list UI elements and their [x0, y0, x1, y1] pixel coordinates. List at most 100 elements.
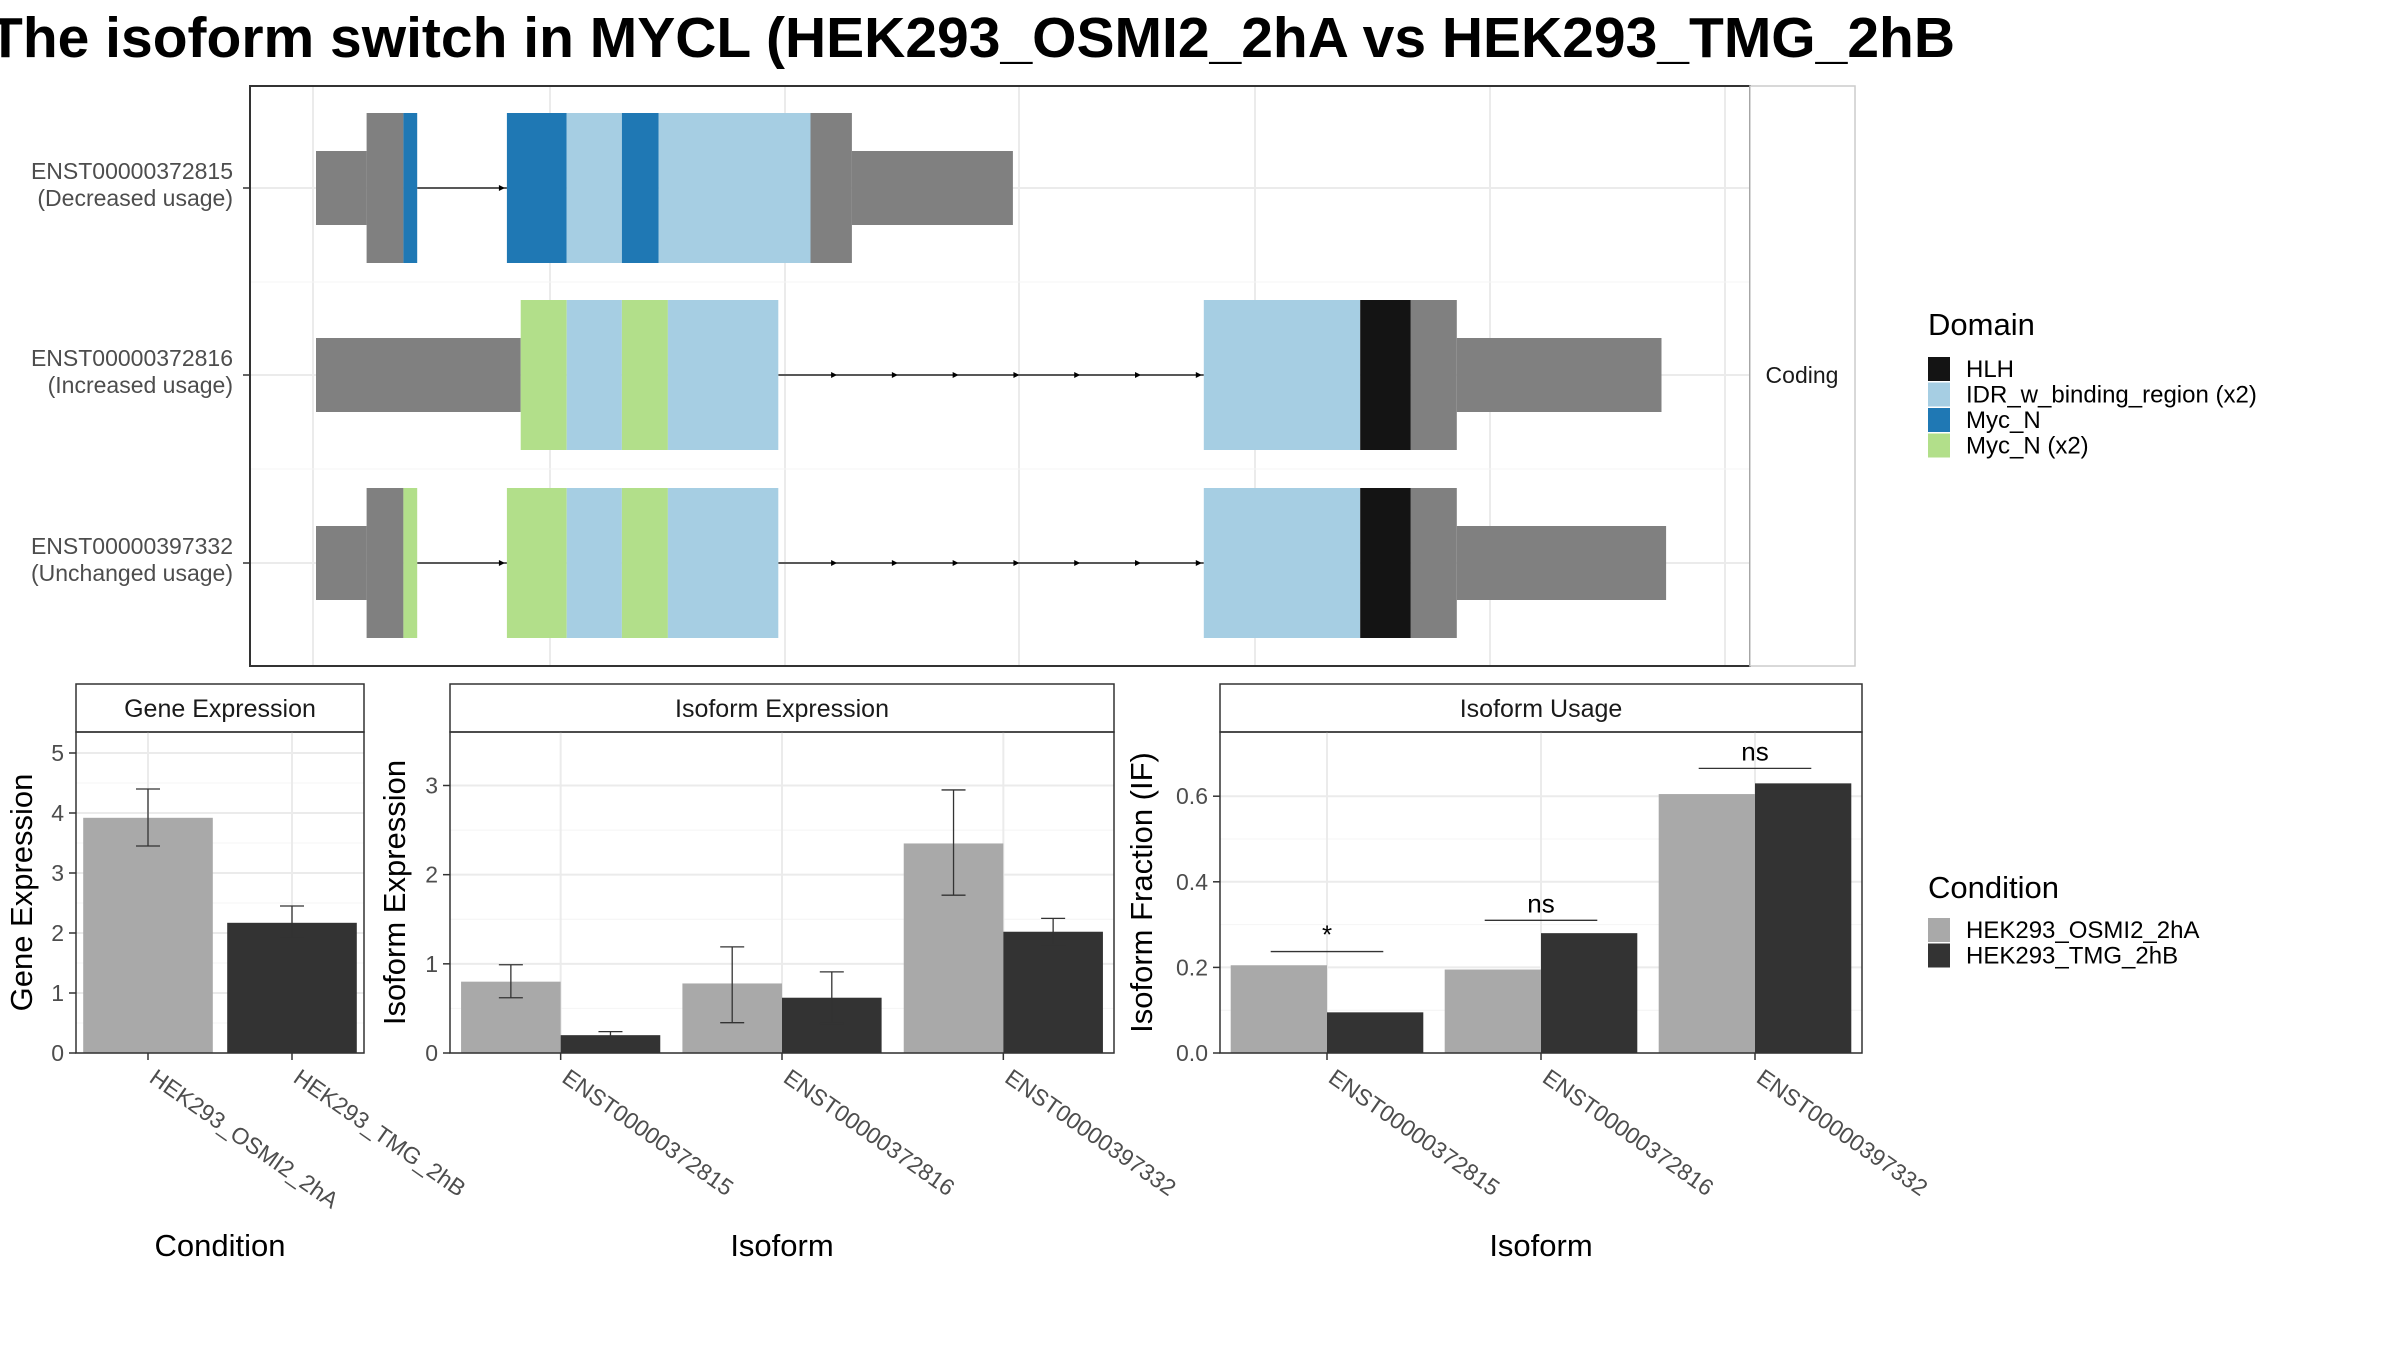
- intron-arrow: [1195, 372, 1202, 378]
- bar: [1327, 1012, 1424, 1053]
- exon-segment: [1360, 300, 1411, 450]
- bar: [1755, 783, 1852, 1053]
- exon-segment: [621, 488, 668, 638]
- panel-strip-label: Isoform Usage: [1460, 695, 1623, 723]
- significance-label: ns: [1527, 888, 1554, 918]
- bar: [227, 922, 357, 1053]
- intron-arrow: [952, 372, 959, 378]
- panel-strip: [1219, 683, 1863, 733]
- legend-swatch: [1928, 433, 1950, 458]
- bar: [1658, 794, 1755, 1053]
- legend-label: HEK293_OSMI2_2hA: [1966, 917, 2199, 944]
- x-tick-label: ENST00000372815: [558, 1064, 738, 1201]
- exon-segment: [366, 488, 404, 638]
- exon-segment: [810, 113, 852, 263]
- x-tick-label: ENST00000397332: [1000, 1064, 1180, 1201]
- panel-strip-label: Isoform Expression: [675, 695, 889, 723]
- y-axis-title: Gene Expression: [4, 774, 39, 1012]
- x-axis-title: Isoform: [1489, 1228, 1592, 1263]
- intron-arrow: [891, 560, 898, 566]
- isoform-track-id: ENST00000372815: [31, 158, 233, 184]
- x-axis-title: Condition: [155, 1228, 286, 1263]
- exon-segment: [1410, 300, 1457, 450]
- exon-segment: [566, 300, 622, 450]
- exon-segment: [566, 113, 622, 263]
- exon-segment: [506, 488, 567, 638]
- panel-strip: [449, 683, 1115, 733]
- legend-swatch: [1928, 943, 1950, 968]
- exon-segment: [658, 113, 811, 263]
- exon-segment: [667, 488, 779, 638]
- intron-arrow: [891, 372, 898, 378]
- intron-arrow: [1013, 560, 1020, 566]
- intron-arrow: [831, 372, 838, 378]
- intron-arrow: [498, 560, 505, 566]
- y-axis-title: Isoform Expression: [377, 760, 412, 1025]
- legend-swatch: [1928, 357, 1950, 381]
- y-tick-label: 0.2: [1176, 954, 1208, 980]
- isoform-structure-panel: ENST00000372815(Decreased usage) ENST0000…: [31, 85, 1856, 667]
- isoform-track-id: ENST00000372816: [31, 345, 233, 371]
- legend-swatch: [1928, 408, 1950, 432]
- isoform-track-id: ENST00000397332: [31, 533, 233, 559]
- y-tick-label: 1: [51, 980, 64, 1006]
- y-tick-label: 2: [425, 862, 438, 888]
- intron-arrow: [831, 560, 838, 566]
- bar: [1230, 965, 1327, 1053]
- y-tick-label: 1: [425, 951, 438, 977]
- intron-arrow: [1074, 372, 1081, 378]
- exon-segment: [366, 113, 404, 263]
- legend-title: Domain: [1928, 307, 2035, 342]
- legend-swatch: [1928, 382, 1950, 407]
- intron-arrow: [1074, 560, 1081, 566]
- x-tick-label: ENST00000372815: [1324, 1064, 1504, 1201]
- exon-segment: [621, 300, 668, 450]
- isoform-track-usage: (Increased usage): [48, 372, 233, 398]
- y-tick-label: 0: [425, 1040, 438, 1066]
- significance-label: *: [1322, 920, 1332, 950]
- y-tick-label: 0.4: [1176, 869, 1208, 895]
- y-axis-title: Isoform Fraction (IF): [1124, 752, 1159, 1033]
- isoform-track-usage: (Decreased usage): [37, 185, 233, 211]
- legend-label: HLH: [1966, 356, 2014, 383]
- intron-arrow: [952, 560, 959, 566]
- x-tick-label: ENST00000372816: [1538, 1064, 1718, 1201]
- legend-label: Myc_N: [1966, 407, 2041, 434]
- isoform-usage-panel: Isoform Usage * ns ns 0.0 0.2 0.4 0.6 ENST000003…: [1124, 683, 1933, 1263]
- plot-border: [75, 731, 365, 1054]
- panel-strip-label: Gene Expression: [124, 695, 316, 723]
- exon-segment: [1410, 488, 1457, 638]
- exon-segment: [1456, 338, 1662, 412]
- facet-strip: [1749, 85, 1856, 667]
- bar: [1444, 969, 1541, 1053]
- legend-swatch: [1928, 918, 1950, 942]
- facet-label: Coding: [1766, 362, 1839, 388]
- exon-segment: [566, 488, 622, 638]
- y-tick-label: 0: [51, 1040, 64, 1066]
- x-tick-label: ENST00000397332: [1752, 1064, 1932, 1201]
- legend-label: Myc_N (x2): [1966, 433, 2089, 460]
- isoform-expression-panel: Isoform Expression 0 1 2 3 ENST00000372815 ENS…: [377, 683, 1181, 1263]
- exon-segment: [506, 113, 567, 263]
- intron-arrow: [1013, 372, 1020, 378]
- exon-segment: [621, 113, 659, 263]
- x-axis-title: Isoform: [730, 1228, 833, 1263]
- y-tick-label: 2: [51, 920, 64, 946]
- bar: [1003, 931, 1103, 1053]
- x-tick-label: ENST00000372816: [779, 1064, 959, 1201]
- y-tick-label: 5: [51, 740, 64, 766]
- exon-segment: [316, 526, 367, 600]
- exon-segment: [403, 488, 418, 638]
- bar: [83, 817, 213, 1053]
- exon-segment: [851, 151, 1013, 225]
- exon-segment: [316, 338, 521, 412]
- intron-arrow: [498, 185, 505, 191]
- intron-arrow: [1195, 560, 1202, 566]
- bar: [560, 1035, 661, 1053]
- isoform-track-usage: (Unchanged usage): [31, 560, 233, 586]
- exon-segment: [1203, 488, 1361, 638]
- intron-arrow: [1135, 372, 1142, 378]
